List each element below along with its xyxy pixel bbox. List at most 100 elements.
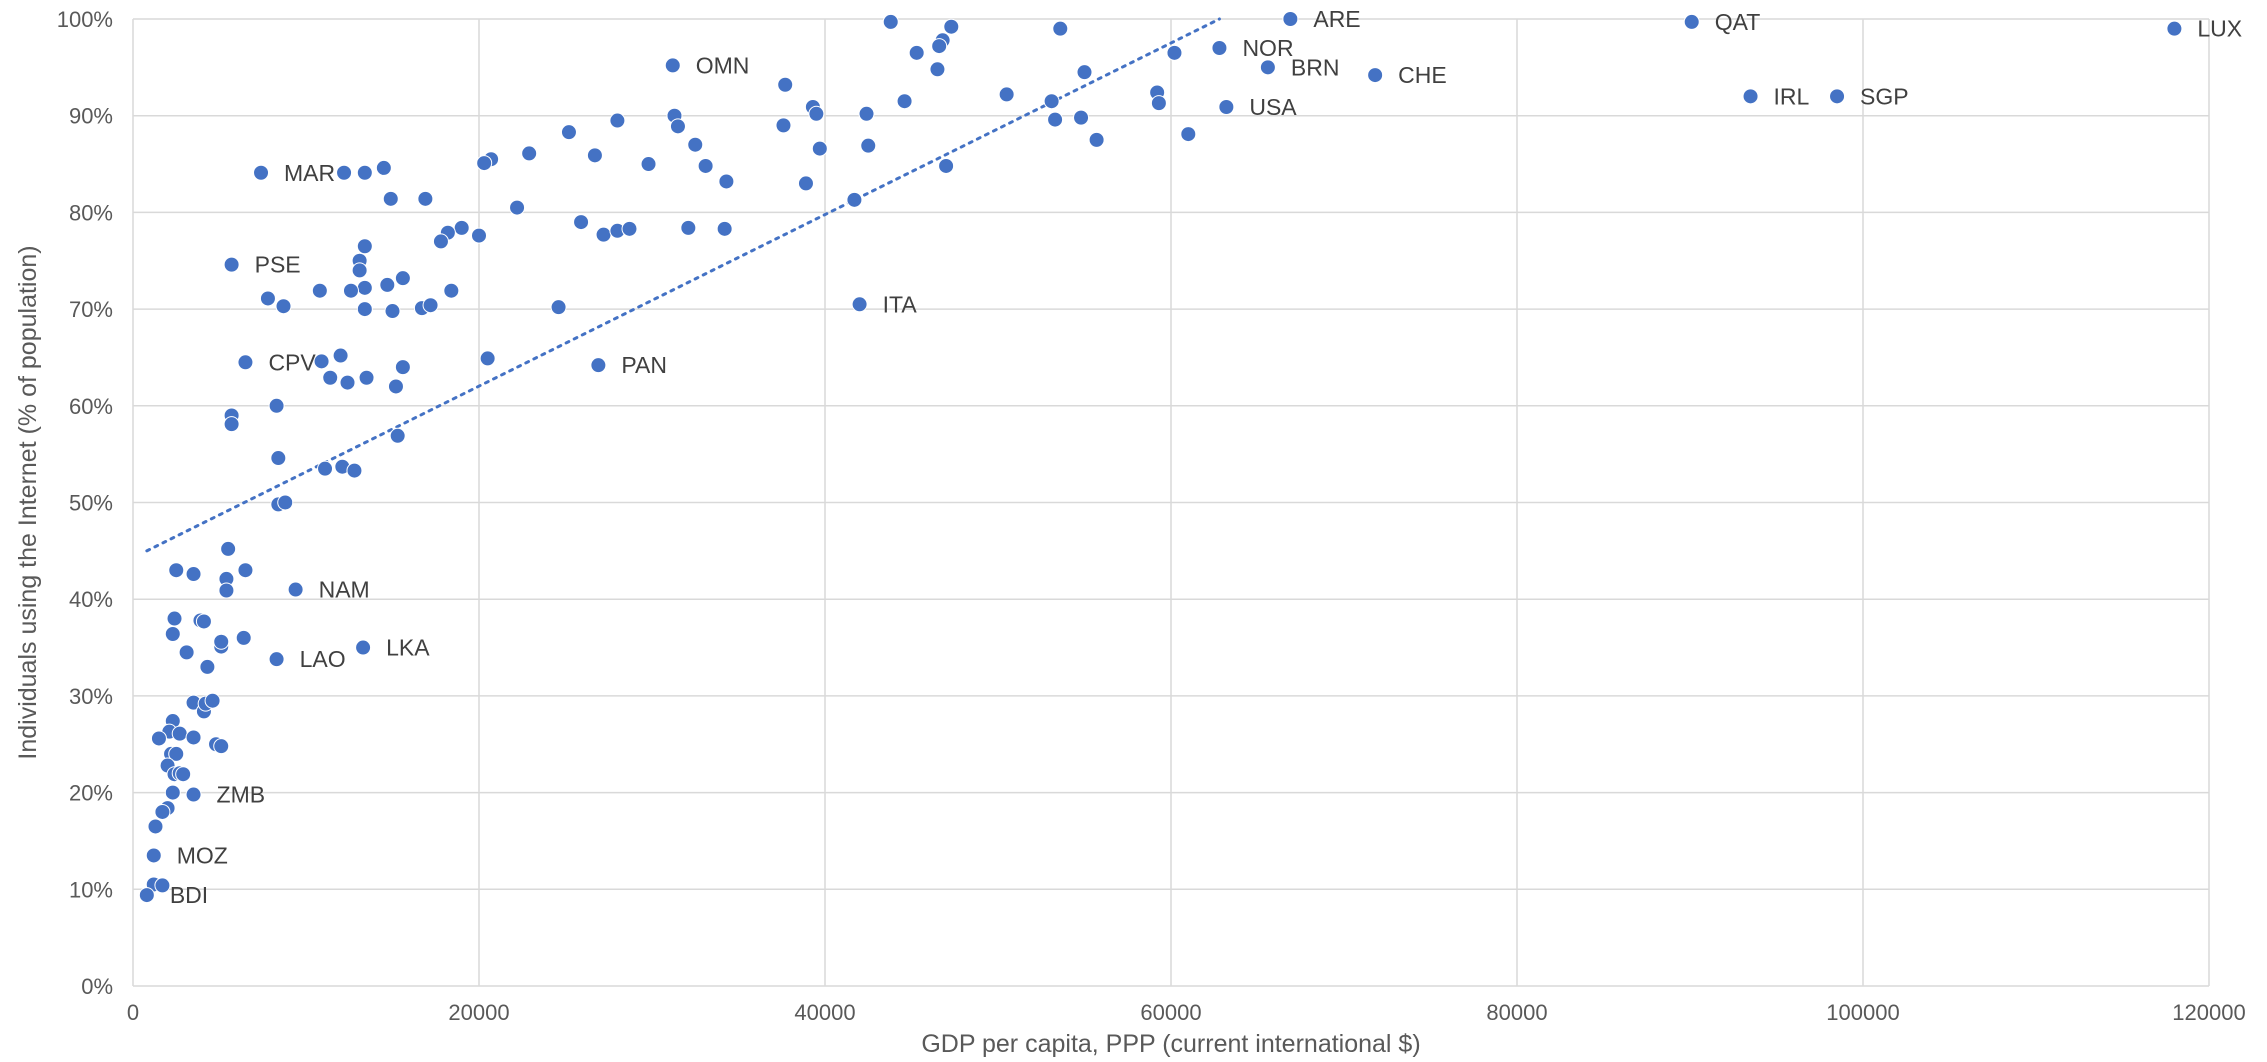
data-point <box>443 282 460 299</box>
y-axis-title: Individuals using the Internet (% of pop… <box>14 245 42 759</box>
labeled-data-point <box>1211 40 1228 57</box>
y-tick-label: 0% <box>81 974 113 999</box>
data-point <box>811 140 828 157</box>
y-tick-label: 20% <box>69 781 113 806</box>
point-label: MOZ <box>177 842 228 868</box>
gridlines <box>132 18 2210 987</box>
data-point <box>521 145 538 162</box>
data-point <box>471 227 487 244</box>
data-point <box>168 562 185 579</box>
data-point <box>175 766 192 783</box>
y-tick-label: 40% <box>69 587 113 612</box>
data-point <box>1180 126 1197 143</box>
x-tick-label: 60000 <box>1140 1000 1201 1025</box>
data-point <box>213 738 230 755</box>
point-label: ARE <box>1313 6 1360 32</box>
data-point <box>223 416 240 433</box>
data-point <box>268 397 285 414</box>
labeled-data-point <box>1218 98 1235 115</box>
data-point <box>476 155 493 172</box>
data-point <box>235 629 252 646</box>
data-point <box>164 626 181 643</box>
labeled-data-point <box>851 296 868 313</box>
data-point <box>860 137 877 154</box>
point-label: LAO <box>300 646 346 672</box>
data-point <box>509 199 526 216</box>
data-point <box>166 610 183 627</box>
y-tick-label: 70% <box>69 297 113 322</box>
labeled-data-point <box>253 164 270 181</box>
data-point <box>697 157 714 174</box>
y-tick-label: 90% <box>69 104 113 129</box>
data-point <box>595 226 612 243</box>
data-point <box>382 190 399 207</box>
labeled-data-point <box>138 887 155 904</box>
y-tick-label: 100% <box>57 7 113 32</box>
data-point <box>336 164 353 181</box>
data-points <box>138 11 2183 904</box>
x-tick-label: 0 <box>127 1000 139 1025</box>
data-point <box>154 877 171 894</box>
data-point <box>384 303 401 320</box>
data-point <box>560 124 577 141</box>
data-point <box>609 112 626 129</box>
data-point <box>479 350 496 367</box>
data-point <box>1076 64 1093 81</box>
data-point <box>346 462 363 479</box>
data-point <box>1052 20 1069 37</box>
data-point <box>356 301 373 318</box>
data-point <box>270 450 287 467</box>
data-point <box>998 86 1015 103</box>
point-label: QAT <box>1715 9 1761 35</box>
data-point <box>453 219 470 236</box>
data-point <box>1047 111 1064 128</box>
x-tick-label: 20000 <box>448 1000 509 1025</box>
data-point <box>356 164 373 181</box>
point-label: OMN <box>696 52 750 78</box>
labeled-data-point <box>590 357 607 374</box>
data-point <box>213 633 230 650</box>
labeled-data-point <box>664 57 681 74</box>
data-point <box>147 818 164 835</box>
point-label: CPV <box>268 349 316 375</box>
point-label: BDI <box>170 882 208 908</box>
data-point <box>342 282 359 299</box>
point-label: MAR <box>284 160 335 186</box>
data-point <box>716 220 733 237</box>
point-label: ITA <box>883 291 918 317</box>
data-point <box>339 374 356 391</box>
point-label: PSE <box>255 252 301 278</box>
data-point <box>220 540 237 557</box>
data-point <box>351 262 368 279</box>
data-point <box>943 18 960 35</box>
data-point <box>259 290 276 307</box>
data-point <box>168 745 185 762</box>
data-point <box>896 93 913 110</box>
labeled-data-point <box>287 581 304 598</box>
data-point <box>375 159 392 176</box>
data-point <box>164 784 181 801</box>
data-point <box>185 566 202 583</box>
labeled-data-point <box>1282 11 1299 27</box>
data-point <box>171 725 188 742</box>
labeled-data-point <box>1742 88 1759 105</box>
labeled-data-point <box>1259 59 1276 76</box>
data-point <box>275 298 292 315</box>
point-label: PAN <box>621 352 667 378</box>
data-point <box>777 76 794 93</box>
x-axis-title: GDP per capita, PPP (current internation… <box>921 1030 1420 1058</box>
data-point <box>808 105 825 122</box>
x-tick-label: 100000 <box>1826 1000 1899 1025</box>
point-label: IRL <box>1774 83 1810 109</box>
data-point <box>311 282 328 299</box>
data-point <box>195 613 212 630</box>
data-point <box>669 118 686 135</box>
data-point <box>1073 109 1090 126</box>
data-point <box>317 460 334 477</box>
data-point <box>1166 44 1183 61</box>
data-point <box>1088 131 1105 148</box>
data-point <box>277 494 294 511</box>
y-axis-ticks: 0% 10% 20% 30% 40% 50% 60% 70% 80% 90% 100% <box>57 7 113 999</box>
